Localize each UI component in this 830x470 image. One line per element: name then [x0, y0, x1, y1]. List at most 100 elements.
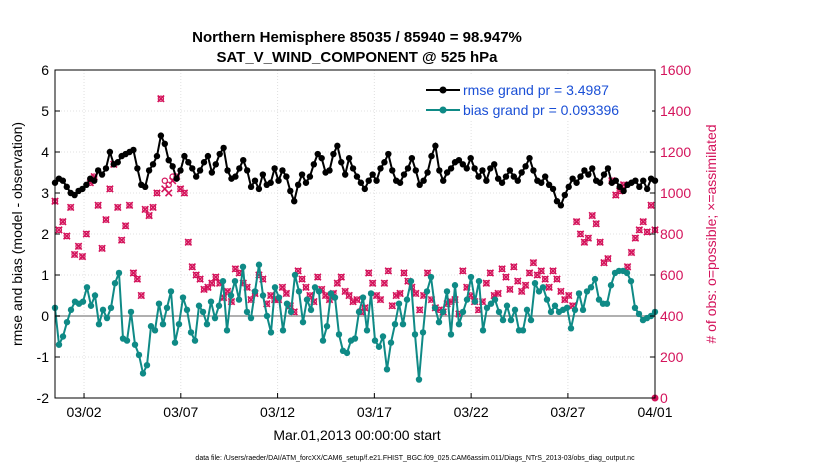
bias-point	[631, 304, 639, 311]
rmse-point	[502, 173, 510, 180]
rmse-point	[318, 154, 325, 162]
rmse-point	[130, 146, 137, 154]
obs-assimilated-point	[541, 275, 549, 283]
rmse-point	[412, 167, 419, 174]
bias-point	[115, 269, 123, 277]
left-tick-label: -1	[37, 349, 50, 365]
obs-assimilated-point	[70, 250, 79, 259]
rmse-point	[471, 165, 478, 172]
obs-possible-point	[306, 292, 314, 299]
bias-point	[587, 284, 595, 291]
obs-assimilated-point	[133, 275, 142, 283]
obs-assimilated-point	[513, 277, 522, 285]
rmse-line	[54, 132, 656, 208]
rmse-point	[581, 167, 588, 174]
bias-point	[91, 292, 99, 299]
obs-assimilated-point	[164, 189, 173, 197]
chart-title: Northern Hemisphere 85035 / 85940 = 98.9…	[192, 29, 522, 46]
obs-assimilated-point	[510, 263, 518, 271]
obs-possible-point	[549, 267, 557, 275]
obs-possible-point	[122, 222, 129, 229]
bias-point	[67, 306, 75, 314]
obs-possible-point	[189, 263, 196, 270]
obs-assimilated-point	[494, 289, 502, 298]
rmse-point	[487, 165, 494, 172]
obs-assimilated-point	[486, 269, 495, 277]
rmse-point	[149, 161, 157, 168]
bias-point	[231, 277, 239, 285]
bias-point	[451, 282, 459, 289]
rmse-point	[640, 177, 647, 184]
x-axis-label: Mar.01,2013 00:00:00 start	[273, 427, 440, 443]
bias-point	[475, 277, 483, 285]
rmse-point	[287, 187, 294, 195]
rmse-point	[447, 165, 455, 172]
x-tick-label: 03/17	[357, 404, 392, 420]
bias-point	[163, 304, 171, 311]
left-tick-label: 3	[41, 185, 49, 201]
obs-assimilated-point	[592, 219, 600, 228]
obs-possible-point	[553, 275, 561, 283]
rmse-point	[98, 171, 106, 178]
rmse-point	[361, 185, 369, 193]
obs-possible-point	[165, 181, 172, 188]
obs-assimilated-point	[537, 267, 546, 275]
bias-point	[527, 316, 535, 324]
obs-possible-point	[138, 292, 145, 299]
obs-possible-point	[502, 273, 510, 281]
rmse-point	[365, 177, 372, 184]
obs-possible-point	[416, 306, 423, 314]
rmse-point	[200, 159, 208, 166]
rmse-point	[177, 167, 184, 174]
obs-possible-point	[459, 267, 467, 275]
bias-point	[491, 296, 499, 303]
rmse-point	[341, 171, 349, 178]
obs-possible-point	[541, 275, 549, 283]
rmse-point	[632, 177, 639, 184]
obs-assimilated-point	[584, 234, 593, 242]
rmse-series	[51, 132, 659, 209]
obs-assimilated-point	[94, 201, 102, 210]
obs-assimilated-point	[278, 283, 287, 292]
bias-point	[143, 362, 151, 369]
bias-point	[87, 302, 95, 309]
obs-assimilated-point	[345, 291, 353, 300]
rmse-point	[271, 165, 278, 172]
bias-point	[63, 318, 71, 326]
bias-point	[203, 321, 211, 328]
obs-assimilated-point	[525, 269, 534, 277]
right-axis-ticks: 0 200 400 600 800 1000 1200 1400 1600	[650, 62, 691, 406]
obs-assimilated-point	[180, 189, 189, 197]
obs-possible-point	[204, 284, 212, 291]
obs-assimilated-point	[647, 201, 655, 210]
rmse-point	[573, 179, 580, 186]
obs-assimilated-point	[384, 267, 393, 275]
obs-assimilated-point	[212, 273, 220, 281]
obs-assimilated-point	[184, 238, 193, 246]
bias-point	[363, 327, 371, 334]
obs-assimilated-point	[282, 289, 291, 298]
obs-assimilated-point	[368, 279, 377, 287]
bias-point	[419, 329, 427, 336]
rmse-point	[557, 202, 565, 209]
bias-point	[443, 288, 451, 295]
bias-point	[539, 284, 547, 291]
obs-possible-point	[181, 189, 188, 197]
rmse-point	[283, 173, 290, 180]
obs-assimilated-point	[66, 203, 75, 212]
obs-possible-point	[377, 296, 384, 303]
obs-possible-point	[369, 280, 376, 287]
bias-point	[263, 312, 271, 320]
bias-point	[251, 288, 259, 295]
rmse-point	[491, 161, 498, 168]
x-tick-label: 03/27	[550, 404, 585, 420]
right-tick-label: 1000	[660, 185, 691, 201]
rmse-point	[224, 167, 231, 174]
obs-assimilated-point	[482, 279, 491, 287]
bias-point	[327, 290, 335, 297]
rmse-point	[279, 167, 286, 174]
bias-series	[51, 261, 659, 383]
bias-point	[83, 284, 91, 291]
bias-point	[579, 306, 587, 314]
obs-possible-point	[212, 273, 219, 281]
